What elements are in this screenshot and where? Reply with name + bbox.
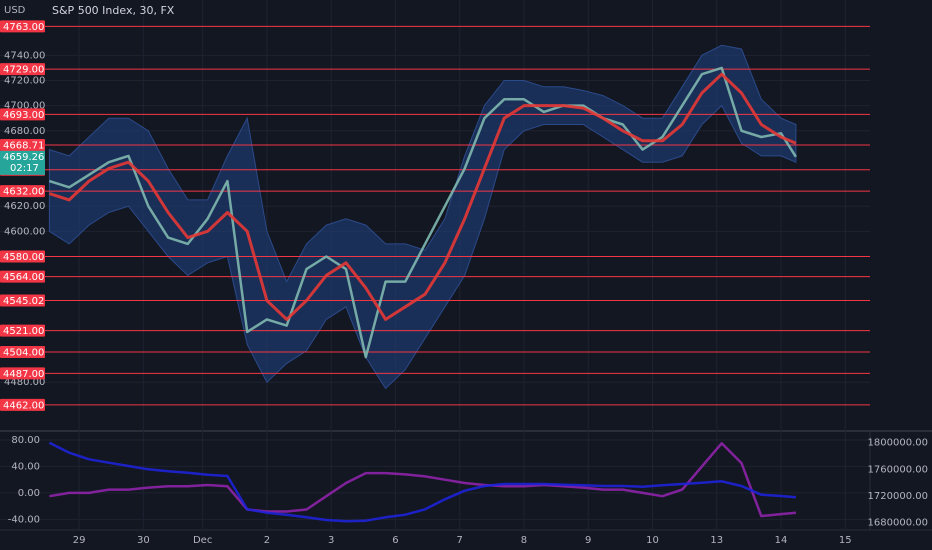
y-tick-label: 4620.00: [4, 201, 45, 212]
level-label: 4693.00: [3, 110, 44, 121]
level-tag: [0, 185, 45, 198]
level-tag: [0, 108, 45, 121]
y2-tick-label: 1680000.00: [868, 518, 928, 529]
series-line: [49, 66, 797, 359]
level-label: 4580.00: [3, 252, 44, 263]
x-tick-label: 14: [775, 535, 788, 546]
x-tick-label: 6: [392, 535, 398, 546]
level-label: 4632.00: [3, 187, 44, 198]
x-tick-label: 2: [264, 535, 270, 546]
x-tick-label: 13: [710, 535, 723, 546]
series-line: [48, 72, 797, 321]
y-tick-label: -40.00: [8, 514, 40, 525]
x-tick-label: 8: [521, 535, 527, 546]
level-tag: [0, 346, 45, 359]
y-tick-label: 4680.00: [4, 126, 45, 137]
y2-tick-label: 1760000.00: [868, 464, 928, 475]
currency: USD: [4, 5, 26, 16]
level-tag: [0, 138, 45, 151]
x-tick-label: 9: [585, 535, 591, 546]
band-area: [48, 44, 797, 390]
level-tag: [0, 367, 45, 380]
x-tick-label: 10: [646, 535, 659, 546]
y-tick-label: 4700.00: [4, 101, 45, 112]
level-label: 4564.00: [3, 272, 44, 283]
x-tick-label: Dec: [193, 535, 212, 546]
y-tick-label: 4720.00: [4, 75, 45, 86]
last-price-tag: [0, 150, 45, 175]
level-tag: [0, 20, 45, 33]
y2-tick-label: 1720000.00: [868, 491, 928, 502]
series-line: [48, 441, 797, 523]
x-tick-label: 30: [137, 535, 150, 546]
level-label: 4462.00: [3, 400, 44, 411]
series-line: [49, 442, 797, 518]
level-label: 4504.00: [3, 348, 44, 359]
level-label: 4521.00: [3, 326, 44, 337]
chart-title: S&P 500 Index, 30, FX: [52, 4, 175, 17]
level-tag: [0, 270, 45, 283]
y-tick-label: 4480.00: [4, 377, 45, 388]
level-tag: [0, 294, 45, 307]
level-label: 4729.00: [3, 65, 44, 76]
x-tick-label: 15: [839, 535, 852, 546]
level-label: 4668.71: [3, 140, 44, 151]
level-tag: [0, 324, 45, 337]
countdown: 02:17: [10, 163, 39, 174]
x-tick-label: 7: [457, 535, 463, 546]
y-tick-label: 80.00: [11, 435, 40, 446]
y-tick-label: 40.00: [11, 461, 40, 472]
level-label: 4487.00: [3, 369, 44, 380]
last-price-label: 4659.26: [3, 152, 44, 163]
level-label: 4545.02: [3, 296, 44, 307]
y-tick-label: 0.00: [18, 488, 40, 499]
y2-tick-label: 1800000.00: [868, 438, 928, 449]
level-label: 4763.00: [3, 22, 44, 33]
y-tick-label: 4740.00: [4, 50, 45, 61]
level-tag: [0, 63, 45, 76]
x-tick-label: 3: [328, 535, 334, 546]
level-tag: [0, 398, 45, 411]
level-tag: [0, 250, 45, 263]
y-tick-label: 4600.00: [4, 226, 45, 237]
x-tick-label: 29: [73, 535, 86, 546]
